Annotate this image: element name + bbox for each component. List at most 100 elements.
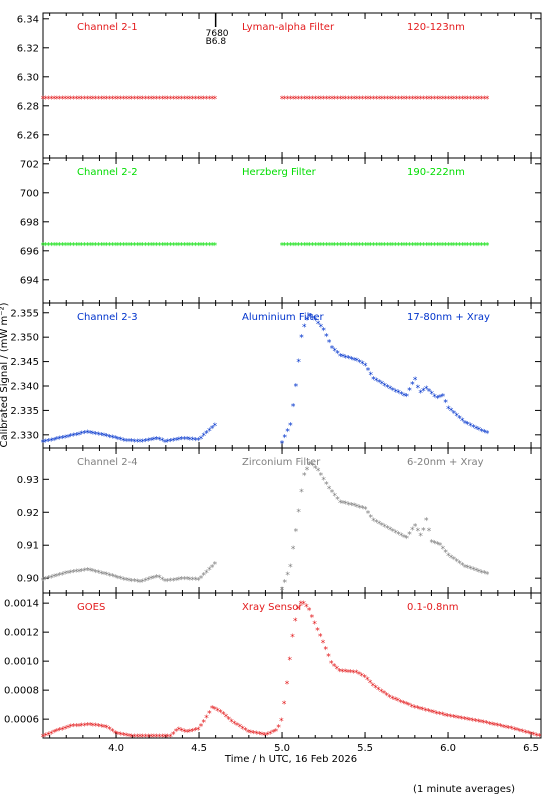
data-point: *	[449, 554, 454, 564]
data-point: *	[355, 95, 360, 105]
data-point: *	[432, 242, 437, 252]
data-point: *	[163, 733, 168, 743]
data-point: *	[160, 437, 165, 447]
data-point: *	[302, 323, 307, 333]
data-point: *	[319, 471, 324, 481]
data-point: *	[188, 436, 193, 446]
data-point: *	[335, 495, 340, 505]
data-point: *	[432, 95, 437, 105]
data-point: *	[299, 333, 304, 343]
data-point: *	[57, 435, 62, 445]
data-point: *	[448, 713, 453, 723]
data-point: *	[393, 95, 398, 105]
data-point: *	[138, 733, 143, 743]
data-point: *	[121, 576, 126, 586]
data-point: *	[210, 425, 215, 435]
data-point: *	[427, 387, 432, 397]
data-point: *	[471, 423, 476, 433]
data-point: *	[213, 95, 218, 105]
data-point: *	[379, 688, 384, 698]
data-point: *	[474, 95, 479, 105]
data-point: *	[460, 242, 465, 252]
data-point: *	[443, 95, 448, 105]
data-point: *	[199, 95, 204, 105]
data-point: *	[460, 417, 465, 427]
data-point: *	[288, 563, 293, 573]
data-point: *	[160, 576, 165, 586]
panel-label-center: Herzberg Filter	[242, 167, 317, 178]
data-point: *	[171, 730, 176, 740]
data-point: *	[102, 570, 107, 580]
data-point: *	[276, 724, 281, 734]
data-point: *	[71, 432, 76, 442]
data-point: *	[226, 715, 231, 725]
data-point: *	[346, 501, 351, 511]
data-point: *	[152, 436, 157, 446]
data-point: *	[213, 422, 218, 432]
data-point: *	[335, 665, 340, 675]
data-point: *	[315, 626, 320, 636]
data-point: *	[449, 95, 454, 105]
data-point: *	[495, 722, 500, 732]
data-point: *	[71, 95, 76, 105]
data-point: *	[305, 316, 310, 326]
panel-label-right: 6-20nm + Xray	[407, 457, 484, 468]
data-point: *	[49, 574, 54, 584]
data-point: *	[190, 436, 195, 446]
data-point: *	[177, 242, 182, 252]
data-point: *	[157, 436, 162, 446]
data-point: *	[213, 242, 218, 252]
data-point: *	[373, 684, 378, 694]
data-point: *	[129, 577, 134, 587]
data-point: *	[91, 95, 96, 105]
panel-label-right: 17-80nm + Xray	[407, 312, 490, 323]
data-point: *	[240, 725, 245, 735]
data-point: *	[407, 242, 412, 252]
data-point: *	[88, 242, 93, 252]
data-series: ****************************************…	[41, 561, 218, 589]
data-point: *	[324, 242, 329, 252]
data-point: *	[271, 729, 276, 739]
data-point: *	[135, 438, 140, 448]
data-point: *	[210, 95, 215, 105]
y-tick-label: 696	[20, 246, 39, 257]
data-point: *	[88, 722, 93, 732]
data-point: *	[435, 95, 440, 105]
data-point: *	[182, 435, 187, 445]
data-point: *	[332, 242, 337, 252]
data-point: *	[199, 574, 204, 584]
data-point: *	[129, 95, 134, 105]
data-point: *	[68, 433, 73, 443]
data-point: *	[121, 95, 126, 105]
data-point: *	[55, 436, 60, 446]
data-point: *	[349, 502, 354, 512]
y-tick-label: 6.26	[17, 130, 39, 141]
data-point: *	[80, 242, 85, 252]
data-point: *	[110, 242, 115, 252]
data-point: *	[346, 95, 351, 105]
data-point: *	[118, 575, 123, 585]
data-point: *	[60, 571, 65, 581]
data-point: *	[404, 701, 409, 711]
data-point: *	[196, 726, 201, 736]
data-point: *	[418, 532, 423, 542]
data-point: *	[152, 242, 157, 252]
data-point: *	[332, 347, 337, 357]
data-point: *	[66, 433, 71, 443]
data-point: *	[116, 435, 121, 445]
data-point: *	[410, 95, 415, 105]
data-point: *	[127, 95, 132, 105]
data-point: *	[171, 437, 176, 447]
data-point: *	[132, 733, 137, 743]
data-point: *	[174, 437, 179, 447]
data-point: *	[80, 567, 85, 577]
data-point: *	[129, 242, 134, 252]
data-point: *	[124, 242, 129, 252]
data-point: *	[107, 95, 112, 105]
data-point: *	[366, 242, 371, 252]
data-point: *	[429, 95, 434, 105]
data-point: *	[531, 731, 536, 741]
data-point: *	[369, 371, 374, 381]
data-point: *	[424, 242, 429, 252]
